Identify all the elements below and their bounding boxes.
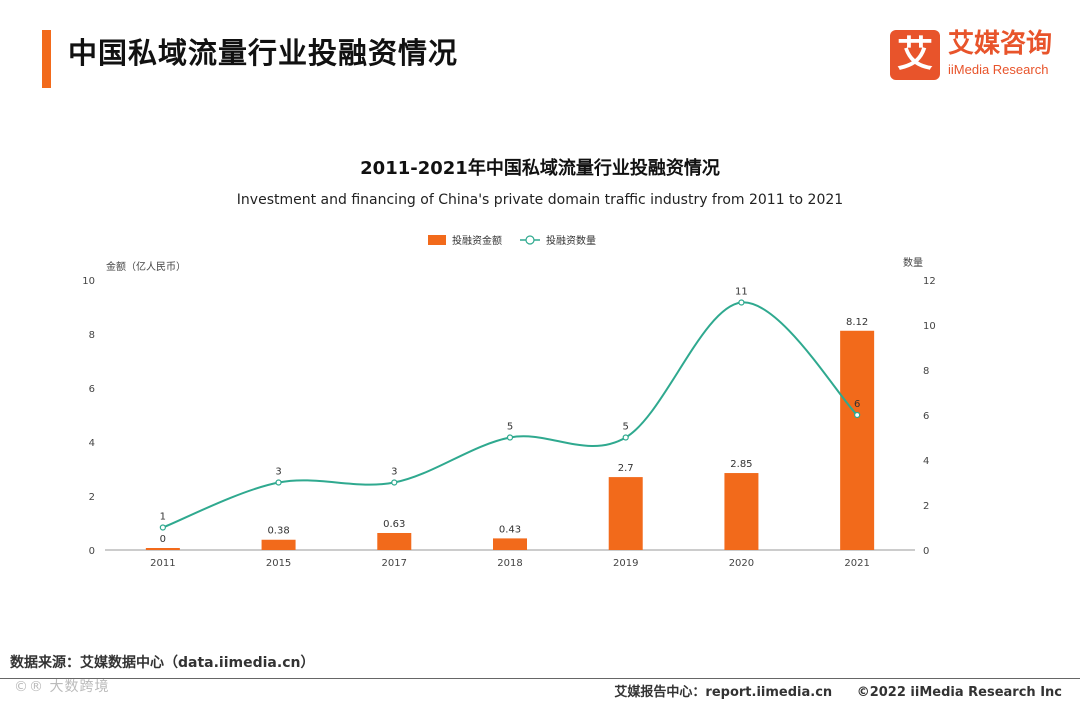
chart-svg: 2011-2021年中国私域流量行业投融资情况 Investment and f… (82, 157, 935, 569)
footer-divider (0, 678, 1080, 679)
footer-info: 艾媒报告中心：report.iimedia.cn ©2022 iiMedia R… (594, 681, 1062, 700)
x-tick-label: 2019 (613, 558, 638, 569)
bar-2018 (493, 538, 527, 550)
y-right-tick-label: 6 (923, 411, 929, 422)
y-left-tick-label: 0 (89, 546, 95, 557)
bar-value-label: 0 (160, 534, 166, 545)
y-left-tick-label: 4 (89, 438, 95, 449)
x-tick-label: 2017 (382, 558, 407, 569)
title-accent-bar (42, 30, 51, 88)
bar-2015 (261, 539, 296, 550)
investment-chart: 2011-2021年中国私域流量行业投融资情况 Investment and f… (0, 140, 1080, 580)
bar-value-label: 0.43 (499, 524, 521, 535)
line-value-label: 3 (275, 467, 281, 478)
logo-mark-icon: 艾 (890, 30, 940, 80)
y-left-tick-label: 10 (82, 276, 95, 287)
y-left-tick-label: 8 (89, 330, 95, 341)
y-left-tick-label: 6 (89, 384, 95, 395)
x-tick-label: 2020 (729, 558, 754, 569)
bar-2020 (724, 473, 759, 550)
line-value-label: 11 (735, 287, 748, 298)
line-value-label: 1 (160, 512, 166, 523)
y-right-tick-label: 4 (923, 456, 929, 467)
line-point-2019 (622, 434, 629, 441)
y-right-tick-label: 0 (923, 546, 929, 557)
legend-bar-label: 投融资金额 (452, 234, 502, 247)
chart-legend: 投融资金额 投融资数量 (428, 234, 596, 247)
logo-chinese-name: 艾媒咨询 (948, 29, 1053, 59)
line-value-label: 6 (854, 399, 860, 410)
y-right-tick-label: 8 (923, 366, 929, 377)
x-tick-label: 2011 (150, 558, 175, 569)
legend-line-marker (525, 235, 535, 245)
bar-2017 (377, 532, 412, 550)
bar-value-label: 0.38 (267, 526, 289, 537)
watermark-text: ©® 大数跨境 (14, 679, 110, 695)
x-tick-label: 2021 (844, 558, 869, 569)
y-right-axis-label: 数量 (903, 256, 923, 269)
x-tick-label: 2018 (497, 558, 522, 569)
line-point-2017 (391, 479, 398, 486)
line-point-2015 (275, 479, 282, 486)
line-point-2018 (506, 434, 514, 441)
page-title: 中国私域流量行业投融资情况 (68, 36, 459, 70)
x-tick-label: 2015 (266, 558, 291, 569)
bar-value-label: 2.7 (618, 463, 634, 474)
chart-subtitle: Investment and financing of China's priv… (237, 192, 843, 208)
y-right-tick-label: 2 (923, 501, 929, 512)
chart-title: 2011-2021年中国私域流量行业投融资情况 (360, 157, 720, 179)
y-left-tick-label: 2 (89, 492, 95, 503)
bar-2011 (145, 548, 180, 550)
legend-bar-swatch (428, 235, 446, 245)
line-value-label: 5 (623, 422, 629, 433)
line-point-2020 (738, 299, 745, 306)
line-point-2011 (159, 524, 166, 531)
footer-report-link[interactable]: 艾媒报告中心：report.iimedia.cn (614, 685, 833, 700)
line-series: 1 3 3 5 5 11 6 (159, 287, 861, 531)
bar-value-label: 8.12 (846, 317, 868, 328)
line-point-2021 (854, 411, 861, 419)
bar-value-label: 2.85 (730, 459, 752, 470)
y-left-axis-label: 金额（亿人民币） (106, 260, 186, 273)
brand-logo: 艾 艾媒咨询 iiMedia Research (890, 28, 1060, 82)
legend-line-label: 投融资数量 (546, 234, 596, 247)
bar-series: 0 0.38 0.63 0.43 2.7 2.85 8.12 (145, 317, 875, 550)
line-value-label: 3 (391, 467, 397, 478)
line-value-label: 5 (507, 422, 513, 433)
y-right-tick-label: 10 (923, 321, 936, 332)
y-right-tick-label: 12 (923, 276, 936, 287)
bar-2019 (608, 477, 643, 550)
footer-copyright: ©2022 iiMedia Research Inc (856, 685, 1062, 700)
bar-value-label: 0.63 (383, 519, 405, 530)
data-source-note: 数据来源：艾媒数据中心（data.iimedia.cn） (10, 655, 315, 671)
bar-2021 (840, 330, 875, 550)
logo-english-name: iiMedia Research (948, 62, 1049, 77)
